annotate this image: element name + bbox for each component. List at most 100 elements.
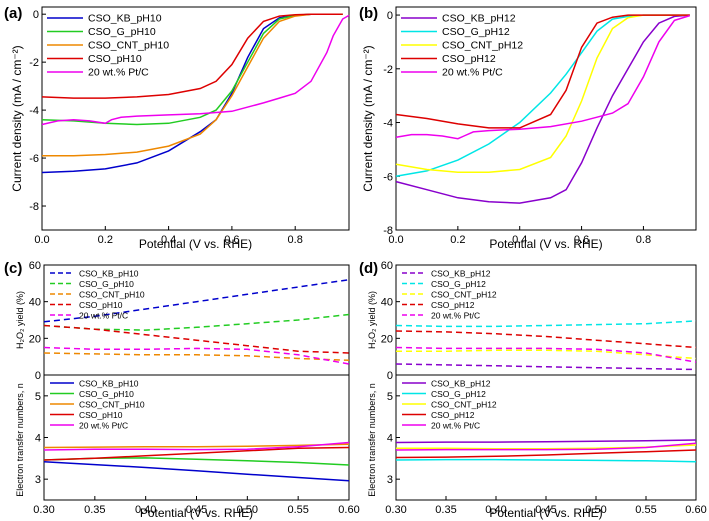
panel-d-legend-top-entry-0: CSO_KB_pH12 <box>431 269 491 279</box>
panel-d-legend-top-entry-3: CSO_pH12 <box>431 300 475 310</box>
panel-d-xtick-label-1: 0.35 <box>435 504 456 516</box>
panel-a-legend-entry-1: CSO_G_pH10 <box>88 26 156 38</box>
panel-c-ytick-top-label-0: 0 <box>35 370 41 382</box>
panel-d-bottom-series-4 <box>395 442 697 451</box>
panel-d-xtick-label-3: 0.45 <box>535 504 556 516</box>
panel-a-legend-entry-4: 20 wt.% Pt/C <box>88 67 149 79</box>
panel-a-ytick-label-2: -4 <box>29 105 39 117</box>
panel-c-top-series-0 <box>43 278 350 323</box>
panel-b-series <box>395 14 691 204</box>
panel-a-ticks: 0.0 0.2 0.4 0.6 0.8 0 -2 -4 -6 -8 <box>29 9 303 246</box>
panel-a-xtick-label-0: 0.0 <box>34 234 49 246</box>
panel-c-legend-top-entry-4: 20 wt.% Pt/C <box>79 311 128 321</box>
panel-d-legend-bottom-entry-2: CSO_CNT_pH12 <box>431 400 497 410</box>
panel-b-xtick-label-3: 0.6 <box>574 234 589 246</box>
panel-d-bottom-series-3 <box>395 449 697 459</box>
panel-a-legend-entry-0: CSO_KB_pH10 <box>88 13 162 25</box>
panel-b-xlabel: Potential (V vs. RHE) <box>489 237 602 251</box>
panel-c-top-series-3 <box>43 324 350 354</box>
panel-b-ytick-label-3: -6 <box>383 171 393 183</box>
panel-a-ytick-label-1: -2 <box>29 57 39 69</box>
panel-d-legend-bottom-entry-0: CSO_KB_pH12 <box>431 379 491 389</box>
panel-d-legend-bottom: CSO_KB_pH12CSO_G_pH12CSO_CNT_pH12CSO_pH1… <box>402 379 497 431</box>
panel-c-top-series-4 <box>43 346 350 365</box>
panel-a-legend-entry-3: CSO_pH10 <box>88 53 142 65</box>
panel-d-bottom-series-0 <box>395 439 697 444</box>
panel-a-ytick-label-4: -8 <box>29 201 39 213</box>
panel-a-series <box>41 13 350 174</box>
panel-c-bottom-series-3 <box>43 446 350 461</box>
panel-c-ytick-bottom-label-0: 3 <box>35 474 41 486</box>
panel-d-xtick-label-4: 0.50 <box>585 504 606 516</box>
panel-d-top-series-2 <box>396 349 697 360</box>
panel-d-legend-bottom-entry-3: CSO_pH12 <box>431 410 475 420</box>
panel-d-xtick-label-0: 0.30 <box>385 504 406 516</box>
panel-c-legend-bottom-entry-1: CSO_G_pH10 <box>79 389 134 399</box>
panel-a-xtick-label-4: 0.8 <box>288 234 303 246</box>
panel-b-series-3 <box>395 14 690 129</box>
panel-d-top-series-0 <box>395 363 697 371</box>
panel-d-xtick-label-6: 0.60 <box>685 504 706 516</box>
panel-c: (c) 0.30 0.35 0.40 0.45 0.50 0.55 0.60 0 20 40 60 3… <box>4 260 360 520</box>
panel-c-ytick-top-label-2: 40 <box>29 297 41 309</box>
panel-c-ticks: 0.30 0.35 0.40 0.45 0.50 0.55 0.60 0 20 40 60 3 4 5 <box>29 260 360 516</box>
panel-c-ylabel-bottom: Electron transfer numbers, n <box>15 383 25 497</box>
panel-c-top-series-2 <box>43 352 350 362</box>
panel-c-xlabel: Potential (V vs. RHE) <box>140 506 253 520</box>
panel-c-legend-bottom-entry-4: 20 wt.% Pt/C <box>79 421 128 431</box>
panel-d-ytick-bottom-label-2: 5 <box>387 391 393 403</box>
panel-c-label: (c) <box>4 260 22 277</box>
panel-b-legend-entry-3: CSO_pH12 <box>442 53 496 65</box>
panel-d-legend-bottom-entry-1: CSO_G_pH12 <box>431 389 486 399</box>
panel-b-legend-entry-1: CSO_G_pH12 <box>442 26 510 38</box>
panel-d-ytick-bottom-label-0: 3 <box>387 474 393 486</box>
panel-b-plot-area <box>395 6 697 231</box>
panel-d-series <box>395 320 697 463</box>
panel-d-ytick-top-label-0: 0 <box>387 370 393 382</box>
panel-c-xtick-label-4: 0.50 <box>237 504 258 516</box>
panel-b-xtick-label-4: 0.8 <box>636 234 651 246</box>
panel-c-legend-bottom-entry-3: CSO_pH10 <box>79 410 123 420</box>
panel-c-ytick-bottom-label-2: 5 <box>35 391 41 403</box>
panel-c-series <box>43 278 350 482</box>
panel-a-plot-area <box>41 6 350 231</box>
panel-a-ytick-label-0: 0 <box>33 9 39 21</box>
panel-b-xtick-label-2: 0.4 <box>512 234 527 246</box>
panel-c-xtick-label-2: 0.40 <box>135 504 156 516</box>
panel-a: (a) 0.0 0.2 0.4 0.6 0.8 0 -2 -4 -6 -8 Potential (… <box>4 5 350 251</box>
panel-d: (d) 0.30 0.35 0.40 0.45 0.50 0.55 0.60 0 20 40 60 3… <box>359 260 707 520</box>
panel-a-series-3 <box>41 13 343 99</box>
panel-b-xtick-label-0: 0.0 <box>388 234 403 246</box>
panel-b-legend-entry-0: CSO_KB_pH12 <box>442 13 516 25</box>
panel-b-series-0 <box>395 14 690 204</box>
panel-c-ytick-top-label-1: 20 <box>29 333 41 345</box>
panel-d-label: (d) <box>359 260 378 277</box>
panel-c-legend-top-entry-2: CSO_CNT_pH10 <box>79 290 145 300</box>
panel-c-legend-bottom-entry-0: CSO_KB_pH10 <box>79 379 139 389</box>
panel-b-ytick-label-1: -2 <box>383 64 393 76</box>
panel-d-bottom-series-1 <box>395 458 697 463</box>
panel-a-ylabel: Current density (mA / cm⁻²) <box>10 45 24 191</box>
panel-c-xtick-label-6: 0.60 <box>338 504 359 516</box>
panel-a-legend-entry-2: CSO_CNT_pH10 <box>88 40 169 52</box>
panel-b-ytick-label-4: -8 <box>383 225 393 237</box>
panel-d-top-series-3 <box>395 330 697 349</box>
panel-a-xtick-label-2: 0.4 <box>161 234 176 246</box>
panel-d-xtick-label-2: 0.40 <box>485 504 506 516</box>
panel-c-legend-top: CSO_KB_pH10CSO_G_pH10CSO_CNT_pH10CSO_pH1… <box>50 269 145 321</box>
panel-d-legend-top-entry-2: CSO_CNT_pH12 <box>431 290 497 300</box>
panel-c-legend-bottom-entry-2: CSO_CNT_pH10 <box>79 400 145 410</box>
panel-c-bottom-series-0 <box>43 460 350 482</box>
panel-d-legend-top: CSO_KB_pH12CSO_G_pH12CSO_CNT_pH12CSO_pH1… <box>402 269 497 321</box>
panel-c-xtick-label-3: 0.45 <box>186 504 207 516</box>
panel-a-label: (a) <box>4 5 22 22</box>
panel-d-ytick-top-label-3: 60 <box>381 260 393 272</box>
panel-d-ytick-top-label-1: 20 <box>381 333 393 345</box>
panel-b-legend-entry-4: 20 wt.% Pt/C <box>442 67 503 79</box>
panel-c-bottom-series-2 <box>43 443 350 449</box>
panel-b-ytick-label-2: -4 <box>383 118 393 130</box>
panel-d-top-series-4 <box>395 346 697 363</box>
